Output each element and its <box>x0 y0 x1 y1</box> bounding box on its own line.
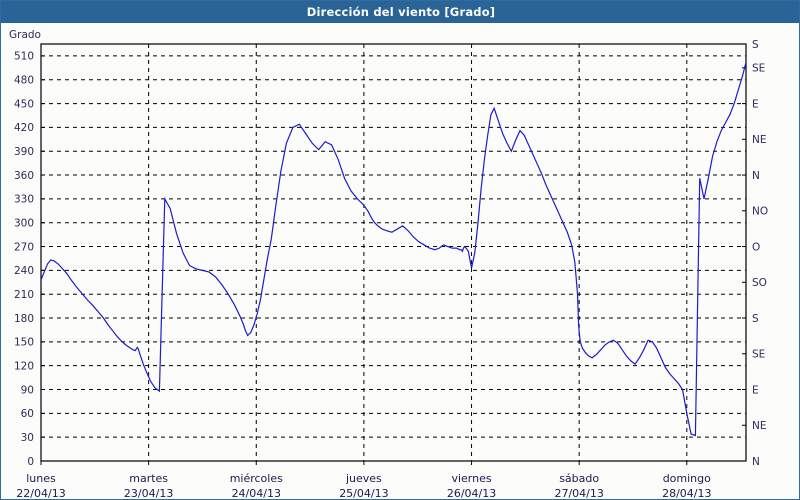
y-tick-label: 0 <box>27 456 34 468</box>
x-day-date: 23/04/13 <box>124 487 173 500</box>
page-title: Dirección del viento [Grado] <box>306 5 496 19</box>
right-tick-label: O <box>752 241 760 253</box>
data-series-group <box>40 62 747 437</box>
right-tick-label: SO <box>752 277 767 289</box>
right-tick-label: SE <box>752 63 765 75</box>
x-day-name: jueves <box>345 472 382 485</box>
right-tick-label: N <box>752 456 760 468</box>
y-tick-label: 510 <box>14 51 34 63</box>
y-tick-label: 330 <box>14 194 34 206</box>
x-day-date: 27/04/13 <box>554 487 603 500</box>
right-tick-label: N <box>752 170 760 182</box>
y-tick-label: 30 <box>21 432 34 444</box>
y-tick-label: 90 <box>21 384 34 396</box>
right-tick-label: NE <box>752 420 767 432</box>
x-day-name: sábado <box>559 472 599 485</box>
right-tick-label: SE <box>752 349 765 361</box>
y-tick-label: 480 <box>14 75 34 87</box>
x-day-date: 26/04/13 <box>447 487 496 500</box>
x-day-name: lunes <box>26 472 56 485</box>
y-tick-label: 360 <box>14 170 34 182</box>
right-tick-label: S <box>752 39 759 51</box>
x-day-date: 24/04/13 <box>232 487 281 500</box>
y-axis-tick-labels: 0 30 60 90 120 150 180 210 240 270 300 330 360 390 420… <box>14 51 34 468</box>
x-day-date: 28/04/13 <box>662 487 711 500</box>
right-tick-label: NO <box>752 206 768 218</box>
axis-tickmarks <box>40 43 746 465</box>
y-tick-label: 300 <box>14 218 34 230</box>
y-tick-label: 60 <box>21 408 34 420</box>
y-tick-label: 450 <box>14 98 34 110</box>
right-tick-label: NE <box>752 134 767 146</box>
right-axis-tick-labels: N NE E SE S SO O NO N NE E SE S <box>752 39 768 468</box>
y-tick-label: 390 <box>14 146 34 158</box>
x-day-date: 25/04/13 <box>339 487 388 500</box>
right-tick-label: S <box>752 313 759 325</box>
x-axis-day-labels: lunes 22/04/13 martes 23/04/13 miércoles 24/0… <box>16 472 711 500</box>
y-axis-title: Grado <box>9 29 41 41</box>
gridlines <box>41 44 746 461</box>
y-tick-label: 240 <box>14 265 34 277</box>
x-day-date: 22/04/13 <box>16 487 65 500</box>
x-day-name: miércoles <box>230 472 283 485</box>
window-title-bar: Dirección del viento [Grado] <box>1 1 799 23</box>
x-day-name: viernes <box>451 472 491 485</box>
series-line-wind-direction <box>40 62 747 437</box>
x-day-name: martes <box>129 472 168 485</box>
right-tick-label: E <box>752 384 759 396</box>
plot-frame <box>40 43 747 462</box>
right-tick-label: E <box>752 98 759 110</box>
wind-direction-line-chart: 0 30 60 90 120 150 180 210 240 270 300 330 360 390 420… <box>9 29 768 500</box>
y-tick-label: 180 <box>14 313 34 325</box>
y-tick-label: 120 <box>14 360 34 372</box>
y-tick-label: 210 <box>14 289 34 301</box>
y-tick-label: 150 <box>14 337 34 349</box>
chart-canvas: 0 30 60 90 120 150 180 210 240 270 300 330 360 390 420… <box>1 23 799 500</box>
x-day-name: domingo <box>663 472 711 485</box>
y-tick-label: 420 <box>14 122 34 134</box>
y-tick-label: 270 <box>14 241 34 253</box>
